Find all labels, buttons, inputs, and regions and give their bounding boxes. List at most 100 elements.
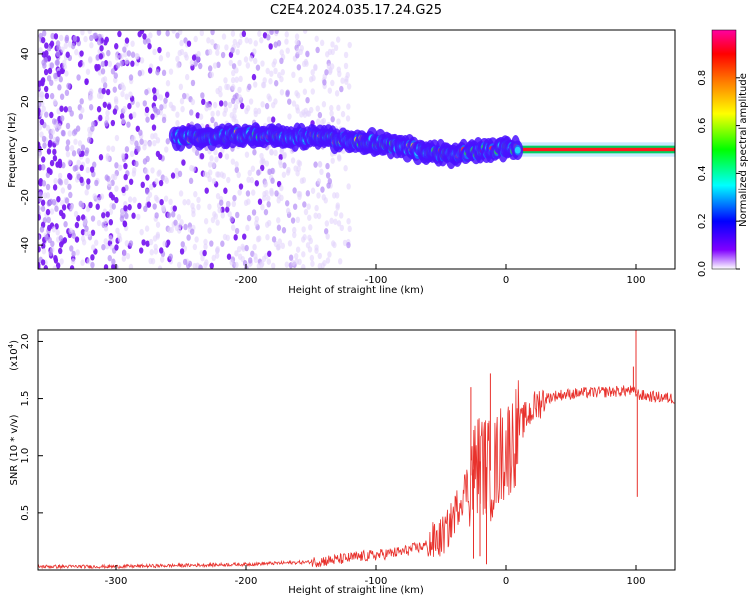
noise-cell (319, 168, 324, 176)
noise-cell (245, 104, 251, 112)
noise-cell (215, 49, 220, 56)
noise-cell (152, 139, 157, 147)
noise-cell (86, 258, 91, 265)
noise-cell (38, 90, 41, 98)
noise-cell (210, 110, 215, 118)
noise-cell (147, 67, 153, 74)
noise-cell (88, 201, 93, 209)
noise-cell (277, 72, 282, 79)
noise-cell (305, 190, 311, 197)
noise-cell (58, 234, 64, 242)
spectrogram-x-axis: -300 -200 -100 0 100 (105, 264, 646, 286)
noise-cell (134, 52, 140, 60)
noise-cell (246, 214, 252, 222)
noise-cell (168, 253, 173, 260)
noise-cell (60, 46, 65, 53)
noise-cell (346, 183, 351, 190)
noise-cell (181, 159, 186, 166)
noise-cell (52, 155, 58, 162)
noise-cell (233, 234, 238, 241)
noise-cell (164, 91, 170, 98)
noise-cell (288, 254, 294, 261)
noise-cell (76, 159, 81, 167)
colorbar-tick-label: 0.8 (697, 70, 708, 86)
snr-plot-area (38, 330, 675, 570)
snr-scale-note: (x104) (7, 340, 20, 371)
noise-cell (65, 145, 70, 152)
noise-cell (263, 180, 269, 188)
noise-cell (336, 220, 342, 227)
noise-cell (191, 54, 197, 61)
noise-cell (325, 233, 330, 240)
noise-cell (180, 105, 185, 113)
noise-cell (199, 152, 205, 160)
noise-cell (105, 211, 110, 218)
noise-cell (76, 148, 82, 155)
noise-cell (67, 41, 73, 48)
noise-cell (315, 46, 320, 54)
spectrogram-ridge-layer (168, 122, 675, 170)
noise-cell (333, 44, 339, 52)
noise-cell (202, 249, 207, 257)
noise-cell (266, 258, 271, 265)
noise-cell (193, 60, 198, 67)
noise-cell (170, 172, 176, 179)
noise-cell (53, 33, 59, 40)
noise-cell (298, 76, 303, 84)
noise-cell (219, 199, 224, 206)
noise-cell (84, 189, 89, 196)
noise-cell (250, 165, 256, 172)
noise-cell (200, 92, 205, 99)
noise-cell (80, 30, 85, 36)
noise-cell (189, 59, 195, 67)
noise-cell (207, 65, 213, 72)
spectrogram-y-axis: -40 -20 0 20 40 (20, 48, 43, 253)
noise-cell (264, 189, 269, 197)
noise-cell (110, 119, 116, 127)
noise-cell (279, 148, 284, 155)
noise-cell (74, 49, 79, 56)
noise-cell (90, 229, 96, 236)
noise-cell (77, 140, 83, 147)
noise-cell (90, 215, 96, 222)
noise-cell (40, 163, 46, 171)
noise-cell (325, 172, 331, 179)
noise-cell (74, 236, 80, 243)
noise-cell (40, 259, 46, 266)
noise-cell (305, 242, 311, 249)
noise-cell (38, 261, 41, 269)
noise-cell (39, 118, 45, 126)
noise-cell (67, 159, 72, 166)
noise-cell (236, 171, 241, 179)
noise-cell (153, 132, 158, 140)
noise-cell (266, 34, 271, 41)
noise-cell (292, 231, 297, 239)
noise-cell (177, 170, 183, 178)
noise-cell (121, 255, 127, 262)
noise-cell (317, 252, 322, 260)
spectrogram-y-label: Frequency (Hz) (7, 112, 18, 188)
noise-cell (51, 226, 57, 233)
noise-cell (176, 261, 182, 269)
noise-cell (347, 225, 352, 233)
noise-cell (271, 61, 276, 68)
noise-cell (234, 67, 239, 74)
noise-cell (221, 33, 227, 40)
noise-cell (244, 244, 249, 252)
noise-cell (200, 254, 205, 262)
noise-cell (335, 36, 341, 43)
noise-cell (276, 243, 281, 251)
noise-cell (191, 146, 197, 153)
noise-cell (333, 210, 339, 217)
spectrogram-y-tick-label: -40 (20, 237, 31, 253)
figure-title: C2E4.2024.035.17.24.G25 (270, 3, 442, 18)
noise-cell (346, 103, 351, 110)
noise-cell (101, 212, 106, 219)
noise-cell (122, 105, 127, 113)
noise-cell (53, 177, 58, 185)
noise-cell (108, 218, 114, 226)
noise-cell (59, 115, 65, 122)
spectrogram-y-tick-label: 40 (20, 48, 31, 61)
noise-cell (114, 54, 120, 61)
noise-cell (112, 108, 118, 115)
